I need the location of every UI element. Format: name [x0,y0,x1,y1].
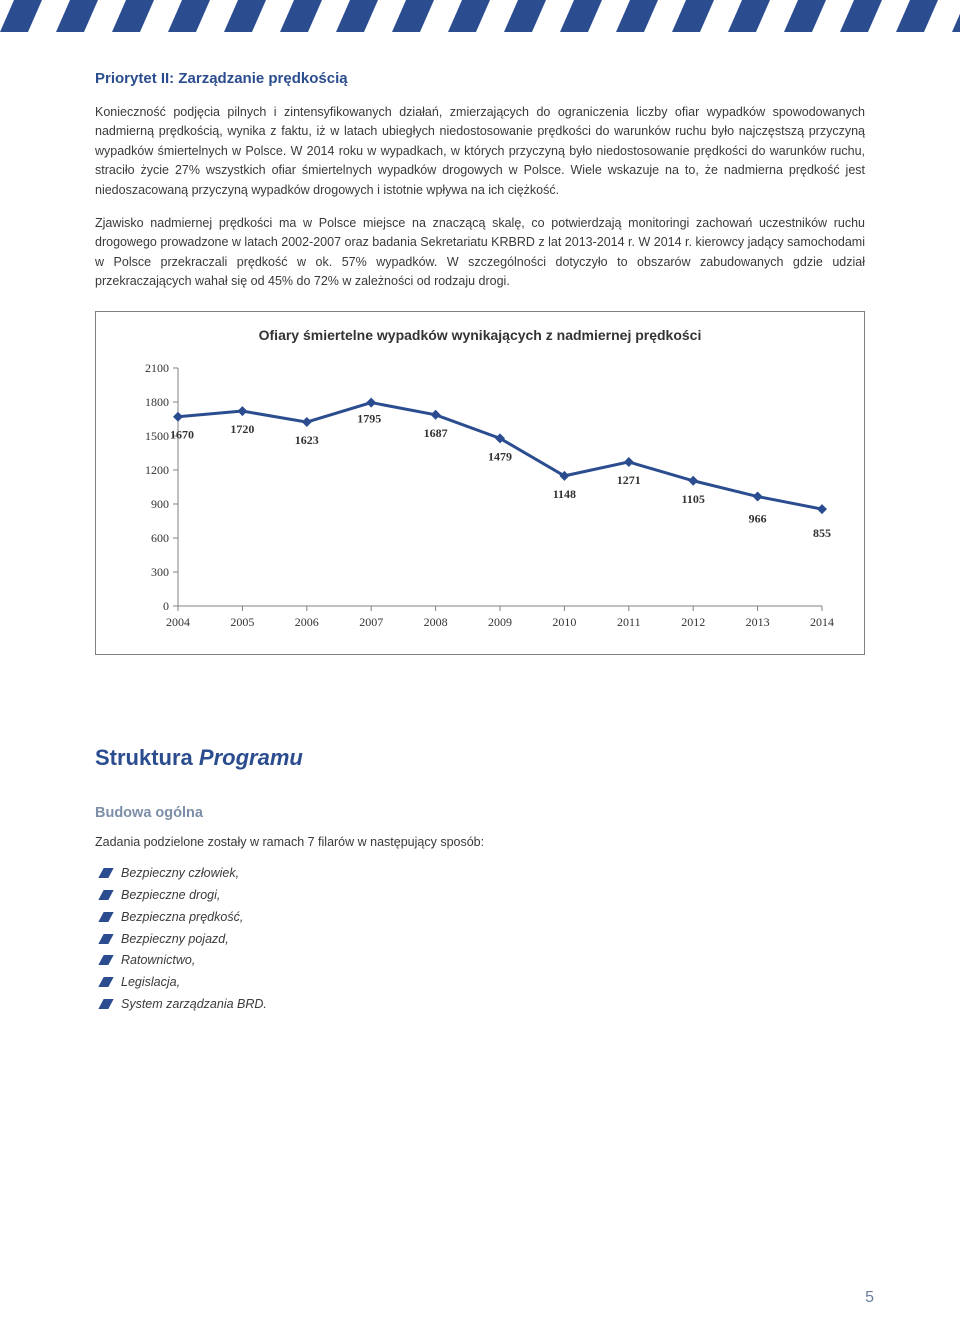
svg-text:2011: 2011 [617,615,641,629]
paragraph-1: Konieczność podjęcia pilnych i zintensyf… [95,103,865,200]
svg-text:1105: 1105 [682,492,705,506]
bullet-item: Bezpieczna prędkość, [101,907,865,929]
svg-text:1670: 1670 [170,428,194,442]
svg-text:2005: 2005 [230,615,254,629]
svg-text:855: 855 [813,526,831,540]
svg-text:2009: 2009 [488,615,512,629]
svg-text:1271: 1271 [617,473,641,487]
svg-text:2004: 2004 [166,615,190,629]
svg-text:966: 966 [749,511,767,525]
bullet-item: Ratownictwo, [101,950,865,972]
paragraph-2: Zjawisko nadmiernej prędkości ma w Polsc… [95,214,865,292]
svg-text:1479: 1479 [488,449,512,463]
heading-italic: Programu [199,745,303,770]
svg-text:1720: 1720 [230,422,254,436]
bullet-item: Bezpieczny pojazd, [101,929,865,951]
heading-text: Struktura [95,745,199,770]
svg-text:1148: 1148 [553,487,576,501]
intro-line: Zadania podzielone zostały w ramach 7 fi… [95,835,865,849]
section-heading-struktura: Struktura Programu [95,745,865,771]
svg-text:600: 600 [151,531,169,545]
svg-text:1795: 1795 [357,412,381,426]
svg-text:2014: 2014 [810,615,834,629]
svg-text:1200: 1200 [145,463,169,477]
svg-text:900: 900 [151,497,169,511]
svg-text:2013: 2013 [746,615,770,629]
bullet-list: Bezpieczny człowiek,Bezpieczne drogi,Bez… [95,863,865,1016]
svg-text:300: 300 [151,565,169,579]
chart-title: Ofiary śmiertelne wypadków wynikających … [120,326,840,346]
subsection-heading: Budowa ogólna [95,805,865,821]
svg-text:2007: 2007 [359,615,383,629]
priority-title: Priorytet II: Zarządzanie prędkością [95,70,865,87]
svg-text:1500: 1500 [145,429,169,443]
svg-text:2012: 2012 [681,615,705,629]
svg-text:1800: 1800 [145,395,169,409]
bullet-item: System zarządzania BRD. [101,994,865,1016]
header-stripe-pattern [0,0,960,32]
svg-text:0: 0 [163,599,169,613]
svg-text:1623: 1623 [295,433,319,447]
bullet-item: Bezpieczne drogi, [101,885,865,907]
svg-text:2008: 2008 [424,615,448,629]
bullet-item: Bezpieczny człowiek, [101,863,865,885]
chart-container: Ofiary śmiertelne wypadków wynikających … [95,311,865,655]
bullet-item: Legislacja, [101,972,865,994]
line-chart: 0 300 600 900 1200 1500 1800 2100 2004 2005 2006 20… [120,356,840,636]
svg-text:2006: 2006 [295,615,319,629]
page-content: Priorytet II: Zarządzanie prędkością Kon… [0,0,960,1016]
page-number: 5 [865,1289,874,1307]
svg-text:1687: 1687 [424,426,448,440]
svg-text:2100: 2100 [145,361,169,375]
svg-text:2010: 2010 [552,615,576,629]
